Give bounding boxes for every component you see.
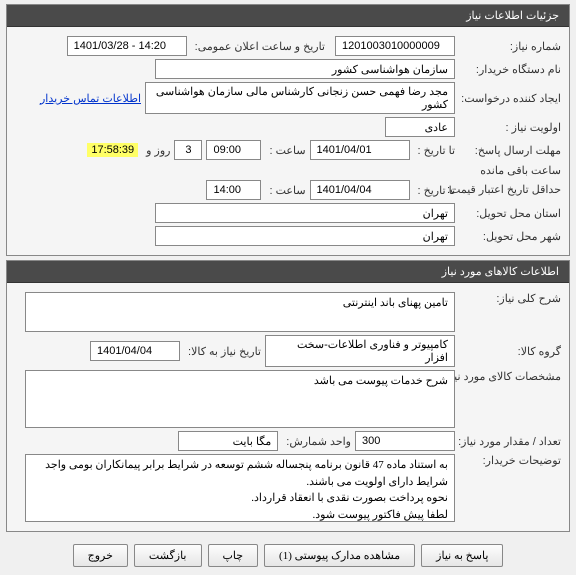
row-buyer: نام دستگاه خریدار: سازمان هواشناسی کشور — [15, 59, 561, 79]
validity-to-label: تا تاریخ : — [414, 184, 455, 197]
validity-to-value: 1401/04/04 — [310, 180, 410, 200]
announce-label: تاریخ و ساعت اعلان عمومی: — [191, 40, 325, 53]
goods-panel: اطلاعات کالاهای مورد نیاز شرح کلی نیاز: … — [6, 260, 570, 532]
unit-label: واحد شمارش: — [282, 435, 351, 448]
goods-body: شرح کلی نیاز: گروه کالا: کامپیوتر و فناو… — [7, 283, 569, 531]
row-deadline: مهلت ارسال پاسخ: تا تاریخ : 1401/04/01 س… — [15, 140, 561, 177]
contact-buyer-link[interactable]: اطلاعات تماس خریدار — [40, 92, 141, 105]
attachments-button[interactable]: مشاهده مدارک پیوستی (1) — [264, 544, 415, 567]
qty-value: 300 — [355, 431, 455, 451]
buyer-notes-label: توضیحات خریدار: — [459, 454, 561, 467]
province-value: تهران — [155, 203, 455, 223]
deadline-to-value: 1401/04/01 — [310, 140, 410, 160]
row-general-desc: شرح کلی نیاز: — [15, 292, 561, 332]
general-desc-value — [25, 292, 455, 332]
buyer-label: نام دستگاه خریدار: — [459, 63, 561, 76]
need-no-value: 1201003010000009 — [335, 36, 455, 56]
print-button[interactable]: چاپ — [208, 544, 259, 567]
need-details-body: شماره نیاز: 1201003010000009 تاریخ و ساع… — [7, 27, 569, 255]
need-no-label: شماره نیاز: — [459, 40, 561, 53]
validity-time-value: 14:00 — [206, 180, 261, 200]
unit-value: مگا بایت — [178, 431, 278, 451]
deadline-time-value: 09:00 — [206, 140, 261, 160]
date-need-value: 1401/04/04 — [90, 341, 180, 361]
group-label: گروه کالا: — [459, 345, 561, 358]
group-value: کامپیوتر و فناوری اطلاعات-سخت افزار — [265, 335, 455, 367]
province-label: استان محل تحویل: — [459, 207, 561, 220]
requester-label: ایجاد کننده درخواست: — [459, 92, 561, 105]
row-requester: ایجاد کننده درخواست: مجد رضا فهمی حسن زن… — [15, 82, 561, 114]
days-value: 3 — [174, 140, 202, 160]
exit-button[interactable]: خروج — [73, 544, 128, 567]
deadline-reply-label: مهلت ارسال پاسخ: — [459, 144, 561, 157]
reply-button[interactable]: پاسخ به نیاز — [421, 544, 503, 567]
buyer-notes-value — [25, 454, 455, 522]
general-desc-label: شرح کلی نیاز: — [459, 292, 561, 305]
need-details-header: جزئیات اطلاعات نیاز — [7, 5, 569, 27]
row-city: شهر محل تحویل: تهران — [15, 226, 561, 246]
footer-actions: پاسخ به نیاز مشاهده مدارک پیوستی (1) چاپ… — [0, 536, 576, 575]
row-province: استان محل تحویل: تهران — [15, 203, 561, 223]
validity-time-label: ساعت : — [265, 184, 305, 197]
row-qty: تعداد / مقدار مورد نیاز: 300 واحد شمارش:… — [15, 431, 561, 451]
remaining-label: ساعت باقی مانده — [476, 164, 561, 177]
priority-label: اولویت نیاز : — [459, 121, 561, 134]
deadline-time-label: ساعت : — [265, 144, 305, 157]
buyer-value: سازمان هواشناسی کشور — [155, 59, 455, 79]
spec-value — [25, 370, 455, 428]
need-details-panel: جزئیات اطلاعات نیاز شماره نیاز: 12010030… — [6, 4, 570, 256]
spec-label: مشخصات کالای مورد نیاز: — [459, 370, 561, 383]
row-need-no: شماره نیاز: 1201003010000009 تاریخ و ساع… — [15, 36, 561, 56]
countdown-timer: 17:58:39 — [87, 143, 138, 157]
requester-value: مجد رضا فهمی حسن زنجانی کارشناس مالی ساز… — [145, 82, 455, 114]
row-priority: اولویت نیاز : عادی — [15, 117, 561, 137]
row-validity: حداقل تاریخ اعتبار قیمت: تا تاریخ : 1401… — [15, 180, 561, 200]
back-button[interactable]: بازگشت — [134, 544, 202, 567]
city-label: شهر محل تحویل: — [459, 230, 561, 243]
validity-label: حداقل تاریخ اعتبار قیمت: — [459, 183, 561, 197]
days-unit: روز و — [142, 144, 170, 157]
deadline-to-label: تا تاریخ : — [414, 144, 455, 157]
city-value: تهران — [155, 226, 455, 246]
date-need-label: تاریخ نیاز به کالا: — [184, 345, 261, 358]
priority-value: عادی — [385, 117, 455, 137]
row-spec: مشخصات کالای مورد نیاز: — [15, 370, 561, 428]
goods-header: اطلاعات کالاهای مورد نیاز — [7, 261, 569, 283]
row-group: گروه کالا: کامپیوتر و فناوری اطلاعات-سخت… — [15, 335, 561, 367]
qty-label: تعداد / مقدار مورد نیاز: — [459, 435, 561, 448]
announce-value: 1401/03/28 - 14:20 — [67, 36, 187, 56]
row-buyer-notes: توضیحات خریدار: — [15, 454, 561, 522]
